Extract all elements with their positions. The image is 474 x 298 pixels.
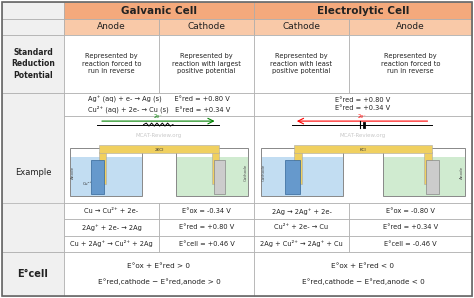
Bar bbox=[383, 157, 465, 196]
Bar bbox=[159, 203, 254, 219]
Bar bbox=[64, 93, 254, 116]
Bar bbox=[212, 153, 219, 184]
Text: Cathode: Cathode bbox=[243, 164, 247, 181]
Text: 2KCl: 2KCl bbox=[154, 148, 164, 152]
Text: E°red = +0.80 V
E°red = +0.34 V: E°red = +0.80 V E°red = +0.34 V bbox=[336, 97, 391, 111]
Text: Anode: Anode bbox=[396, 22, 425, 32]
Text: KCl: KCl bbox=[360, 148, 366, 152]
Text: 2Ag → 2Ag⁺ + 2e-: 2Ag → 2Ag⁺ + 2e- bbox=[272, 208, 331, 215]
Bar bbox=[64, 203, 159, 219]
Bar bbox=[2, 19, 64, 35]
Text: E°cell: E°cell bbox=[18, 269, 48, 279]
Text: E°cell = -0.46 V: E°cell = -0.46 V bbox=[384, 241, 437, 247]
Text: E°red = +0.80 V: E°red = +0.80 V bbox=[179, 224, 234, 230]
Bar bbox=[64, 116, 254, 203]
Bar bbox=[70, 157, 142, 196]
Bar bbox=[2, 252, 64, 296]
Bar bbox=[254, 203, 349, 219]
Bar bbox=[70, 148, 142, 196]
Text: Anode: Anode bbox=[71, 165, 75, 179]
Bar bbox=[64, 236, 159, 252]
Bar bbox=[349, 35, 472, 93]
Text: Galvanic Cell: Galvanic Cell bbox=[121, 6, 197, 16]
Bar bbox=[64, 19, 159, 35]
Bar bbox=[254, 19, 349, 35]
Bar bbox=[254, 93, 472, 116]
Text: Represented by
reaction forced to
run in reverse: Represented by reaction forced to run in… bbox=[381, 53, 440, 74]
Bar bbox=[349, 236, 472, 252]
Bar bbox=[64, 252, 254, 296]
Bar bbox=[64, 35, 159, 93]
Bar bbox=[254, 2, 472, 19]
Text: Anode: Anode bbox=[460, 165, 465, 179]
Text: Cathode: Cathode bbox=[188, 22, 226, 32]
Text: Electrolytic Cell: Electrolytic Cell bbox=[317, 6, 409, 16]
Bar bbox=[159, 35, 254, 93]
Text: E°ox + E°red > 0

E°red,cathode − E°red,anode > 0: E°ox + E°red > 0 E°red,cathode − E°red,a… bbox=[98, 263, 220, 285]
Bar bbox=[64, 219, 159, 236]
Bar bbox=[2, 35, 64, 93]
Bar bbox=[426, 160, 439, 194]
Bar bbox=[349, 219, 472, 236]
Text: Cu²⁺ + 2e- → Cu: Cu²⁺ + 2e- → Cu bbox=[274, 224, 328, 230]
Bar bbox=[176, 157, 248, 196]
Bar bbox=[159, 236, 254, 252]
Bar bbox=[99, 145, 219, 153]
Text: E°cell = +0.46 V: E°cell = +0.46 V bbox=[179, 241, 234, 247]
Bar bbox=[254, 252, 472, 296]
Bar bbox=[254, 116, 472, 203]
Bar bbox=[254, 236, 349, 252]
Bar bbox=[294, 145, 432, 153]
Text: 2e⁻: 2e⁻ bbox=[358, 114, 366, 119]
Text: E°ox + E°red < 0

E°red,cathode − E°red,anode < 0: E°ox + E°red < 0 E°red,cathode − E°red,a… bbox=[301, 263, 424, 285]
Bar bbox=[383, 148, 465, 196]
Text: MCAT-Review.org: MCAT-Review.org bbox=[136, 133, 182, 138]
Text: E°ox = -0.34 V: E°ox = -0.34 V bbox=[182, 208, 231, 214]
Text: Example: Example bbox=[15, 168, 51, 177]
Text: Cu²⁺: Cu²⁺ bbox=[83, 182, 92, 186]
Text: Cathode: Cathode bbox=[262, 164, 265, 181]
Text: 2Ag + Cu²⁺ → 2Ag⁺ + Cu: 2Ag + Cu²⁺ → 2Ag⁺ + Cu bbox=[260, 240, 343, 247]
Text: 2Ag⁺ + 2e- → 2Ag: 2Ag⁺ + 2e- → 2Ag bbox=[82, 224, 141, 231]
Text: E°ox = -0.80 V: E°ox = -0.80 V bbox=[386, 208, 435, 214]
Text: E°red = +0.34 V: E°red = +0.34 V bbox=[383, 224, 438, 230]
Bar bbox=[2, 203, 64, 252]
Bar bbox=[261, 148, 343, 196]
Text: MCAT-Review.org: MCAT-Review.org bbox=[340, 133, 386, 138]
Bar bbox=[159, 219, 254, 236]
Bar bbox=[285, 160, 301, 194]
Bar bbox=[2, 2, 64, 19]
Bar bbox=[214, 160, 225, 194]
Text: Cathode: Cathode bbox=[283, 22, 320, 32]
Bar bbox=[2, 93, 64, 252]
Bar bbox=[99, 153, 106, 184]
Text: Represented by
reaction forced to
run in reverse: Represented by reaction forced to run in… bbox=[82, 53, 141, 74]
Text: Standard
Reduction
Potential: Standard Reduction Potential bbox=[11, 48, 55, 80]
Text: Represented by
reaction with largest
positive potential: Represented by reaction with largest pos… bbox=[172, 53, 241, 74]
Bar bbox=[349, 19, 472, 35]
Text: Cu → Cu²⁺ + 2e-: Cu → Cu²⁺ + 2e- bbox=[84, 208, 138, 214]
Text: Represented by
reaction with least
positive potential: Represented by reaction with least posit… bbox=[271, 53, 332, 74]
Text: Cu + 2Ag⁺ → Cu²⁺ + 2Ag: Cu + 2Ag⁺ → Cu²⁺ + 2Ag bbox=[70, 240, 153, 247]
Bar bbox=[64, 2, 254, 19]
Bar bbox=[176, 148, 248, 196]
Text: 2e⁻: 2e⁻ bbox=[154, 114, 163, 119]
Bar bbox=[254, 219, 349, 236]
Bar bbox=[261, 157, 343, 196]
Bar bbox=[424, 153, 432, 184]
Text: Ag⁺ (aq) + e- → Ag (s)      E°red = +0.80 V
Cu²⁺ (aq) + 2e- → Cu (s)   E°red = +: Ag⁺ (aq) + e- → Ag (s) E°red = +0.80 V C… bbox=[88, 96, 230, 113]
Bar bbox=[254, 35, 349, 93]
Text: Anode: Anode bbox=[97, 22, 126, 32]
Bar bbox=[159, 19, 254, 35]
Bar bbox=[91, 160, 104, 194]
Bar bbox=[294, 153, 302, 184]
Bar bbox=[349, 203, 472, 219]
